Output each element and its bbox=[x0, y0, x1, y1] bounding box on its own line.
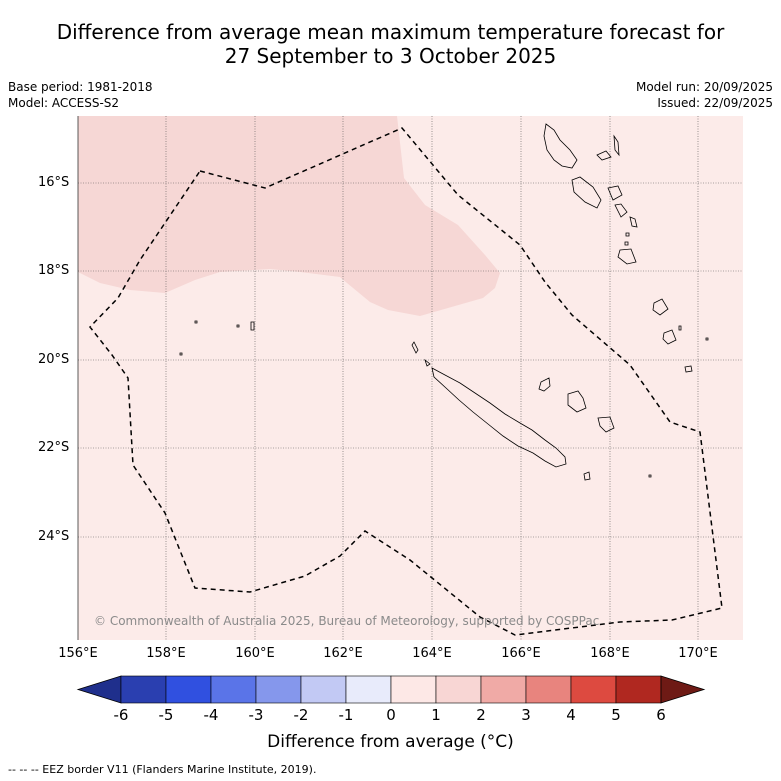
model-run: Model run: 20/09/2025 bbox=[635, 80, 773, 94]
colorbar-tick: -4 bbox=[203, 706, 219, 724]
lat-label-18s: 18°S bbox=[38, 263, 70, 278]
map-title-line2: 27 September to 3 October 2025 bbox=[224, 44, 557, 68]
eez-border bbox=[89, 127, 723, 636]
colorbar-bin-5-to-6 bbox=[615, 675, 662, 704]
lat-label-20s: 20°S bbox=[38, 352, 70, 367]
colorbar-bin-4-to-5 bbox=[570, 675, 617, 704]
lon-label-162e: 162°E bbox=[323, 646, 363, 661]
colorbar-tick: -1 bbox=[338, 706, 354, 724]
eez-legend: -- -- -- EEZ border V11 (Flanders Marine… bbox=[8, 763, 317, 776]
base-period: Base period: 1981-2018 bbox=[8, 80, 153, 94]
colorbar-bin-3-to-4 bbox=[525, 675, 572, 704]
anomaly-field-1-2 bbox=[78, 116, 500, 316]
colorbar-bin-2-to-3 bbox=[480, 675, 527, 704]
vanuatu bbox=[543, 123, 578, 169]
colorbar-bin--4-to--3 bbox=[210, 675, 257, 704]
colorbar-tick: 6 bbox=[656, 706, 666, 724]
map-title-line1: Difference from average mean maximum tem… bbox=[56, 20, 725, 44]
lon-label-168e: 168°E bbox=[590, 646, 630, 661]
lon-label-158e: 158°E bbox=[146, 646, 186, 661]
colorbar-tick: -5 bbox=[158, 706, 174, 724]
lon-label-160e: 160°E bbox=[235, 646, 275, 661]
lat-label-22s: 22°S bbox=[38, 440, 70, 455]
colorbar-bin-0-to-1 bbox=[390, 675, 437, 704]
new-caledonia bbox=[431, 367, 567, 468]
colorbar-bin--2-to--1 bbox=[300, 675, 347, 704]
colorbar-bin--1-to-0 bbox=[345, 675, 392, 704]
lat-label-16s: 16°S bbox=[38, 175, 70, 190]
colorbar-bin--5-to--4 bbox=[165, 675, 212, 704]
colorbar-tick: 1 bbox=[431, 706, 441, 724]
model-name: Model: ACCESS-S2 bbox=[8, 96, 120, 110]
issued-date: Issued: 22/09/2025 bbox=[657, 96, 773, 110]
colorbar-bin--6-to--5 bbox=[120, 675, 167, 704]
lon-label-156e: 156°E bbox=[58, 646, 98, 661]
colorbar bbox=[76, 675, 706, 704]
colorbar-extend-high bbox=[660, 675, 706, 704]
colorbar-tick: -3 bbox=[248, 706, 264, 724]
colorbar-bin-1-to-2 bbox=[435, 675, 482, 704]
colorbar-tick: -2 bbox=[293, 706, 309, 724]
copyright-notice: © Commonwealth of Australia 2025, Bureau… bbox=[94, 614, 600, 628]
coastline bbox=[179, 123, 709, 481]
loyalty-islands bbox=[538, 377, 551, 392]
lon-label-164e: 164°E bbox=[412, 646, 452, 661]
lon-label-170e: 170°E bbox=[678, 646, 718, 661]
colorbar-tick: 4 bbox=[566, 706, 576, 724]
colorbar-tick: 3 bbox=[521, 706, 531, 724]
colorbar-bin--3-to--2 bbox=[255, 675, 302, 704]
colorbar-tick: 2 bbox=[476, 706, 486, 724]
graticule bbox=[78, 116, 743, 640]
colorbar-title: Difference from average (°C) bbox=[267, 732, 514, 752]
lon-label-166e: 166°E bbox=[501, 646, 541, 661]
colorbar-tick: 5 bbox=[611, 706, 621, 724]
colorbar-tick: -6 bbox=[113, 706, 129, 724]
colorbar-tick: 0 bbox=[386, 706, 396, 724]
colorbar-extend-low bbox=[76, 675, 122, 704]
lat-label-24s: 24°S bbox=[38, 529, 70, 544]
